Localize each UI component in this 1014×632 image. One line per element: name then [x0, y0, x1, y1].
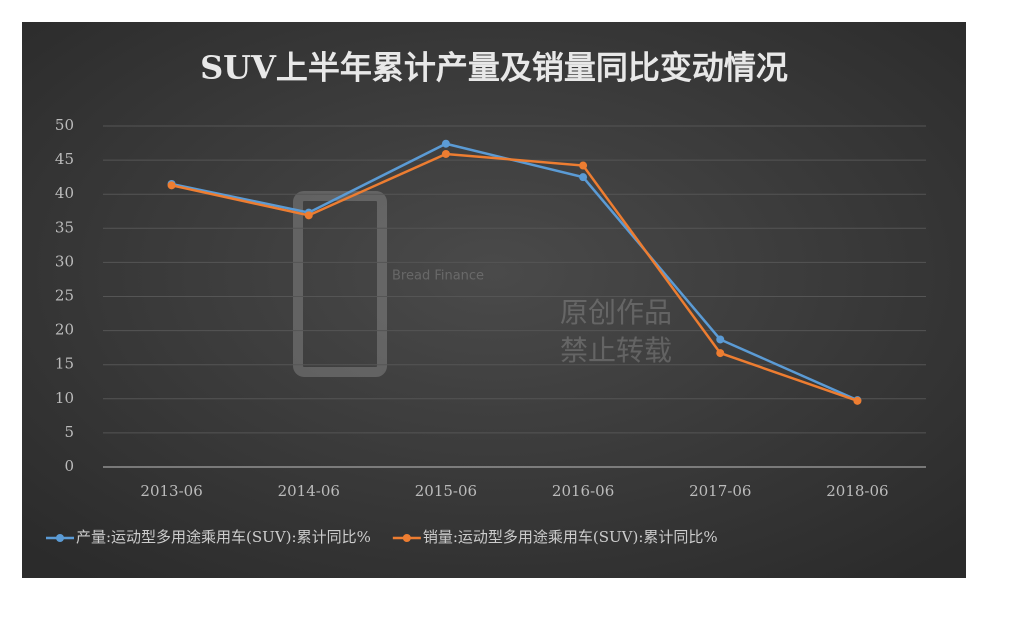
- data-point: [167, 181, 176, 190]
- y-tick-label: 25: [55, 287, 74, 305]
- y-tick-label: 30: [55, 252, 74, 270]
- series-line: [171, 152, 858, 403]
- y-tick-label: 0: [64, 457, 74, 475]
- data-point: [853, 396, 862, 405]
- data-point: [441, 139, 450, 148]
- data-point: [304, 211, 313, 220]
- x-tick-label: 2017-06: [689, 482, 751, 500]
- y-tick-label: 5: [64, 423, 74, 441]
- data-point: [441, 149, 450, 158]
- data-point: [579, 161, 588, 170]
- x-tick-label: 2016-06: [552, 482, 614, 500]
- y-tick-label: 45: [55, 150, 74, 168]
- x-tick-label: 2013-06: [140, 482, 202, 500]
- x-tick-label: 2015-06: [415, 482, 477, 500]
- chart-title: SUV上半年累计产量及销量同比变动情况: [200, 49, 788, 87]
- y-tick-label: 35: [55, 218, 74, 236]
- x-tick-label: 2018-06: [826, 482, 888, 500]
- y-tick-label: 40: [55, 184, 74, 202]
- data-point: [716, 335, 725, 344]
- y-tick-label: 50: [55, 116, 74, 134]
- watermark-line: 原创作品: [560, 296, 672, 329]
- y-tick-label: 15: [55, 355, 74, 373]
- y-tick-label: 10: [55, 389, 74, 407]
- watermark: Bread Finance 原创作品 禁止转载: [293, 191, 672, 377]
- watermark-brand: Bread Finance: [392, 269, 484, 284]
- data-point: [579, 173, 588, 182]
- legend-marker: [56, 534, 64, 542]
- legend-label: 销量:运动型多用途乘用车(SUV):累计同比%: [423, 528, 718, 546]
- legend-label: 产量:运动型多用途乘用车(SUV):累计同比%: [76, 528, 371, 546]
- x-tick-label: 2014-06: [278, 482, 340, 500]
- legend-marker: [402, 534, 411, 542]
- watermark-line: 禁止转载: [560, 334, 672, 367]
- chart-background: [22, 22, 966, 578]
- data-point: [716, 349, 725, 358]
- y-tick-label: 20: [55, 321, 74, 339]
